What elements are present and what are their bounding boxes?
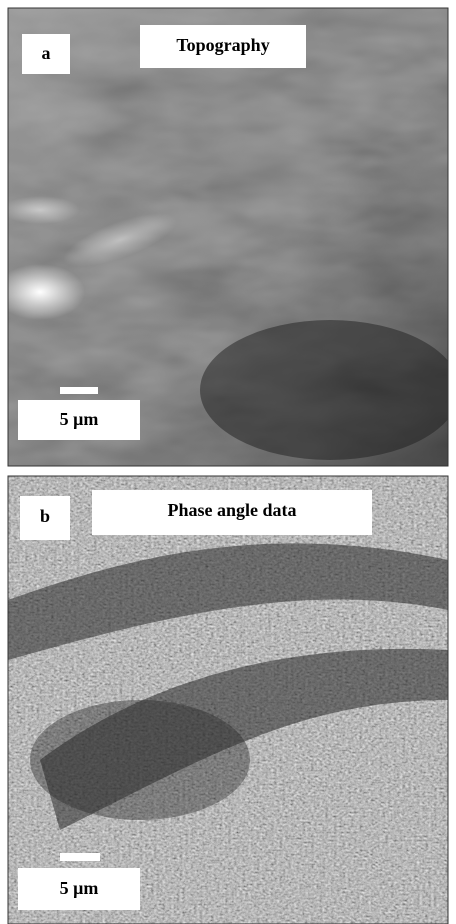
panel-title: Phase angle data [167,500,296,520]
scale-bar [60,853,100,861]
panel-title: Topography [176,35,269,55]
figure: a Topography 5 μm b Phase angle data 5 μ… [0,0,456,924]
panel-label: a [42,43,51,63]
panel-label: b [40,506,50,526]
page: a Topography 5 μm b Phase angle data 5 μ… [0,0,456,924]
scale-label: 5 μm [60,878,99,898]
scale-label: 5 μm [60,409,99,429]
scale-bar [60,387,98,394]
topography-image [0,8,456,466]
